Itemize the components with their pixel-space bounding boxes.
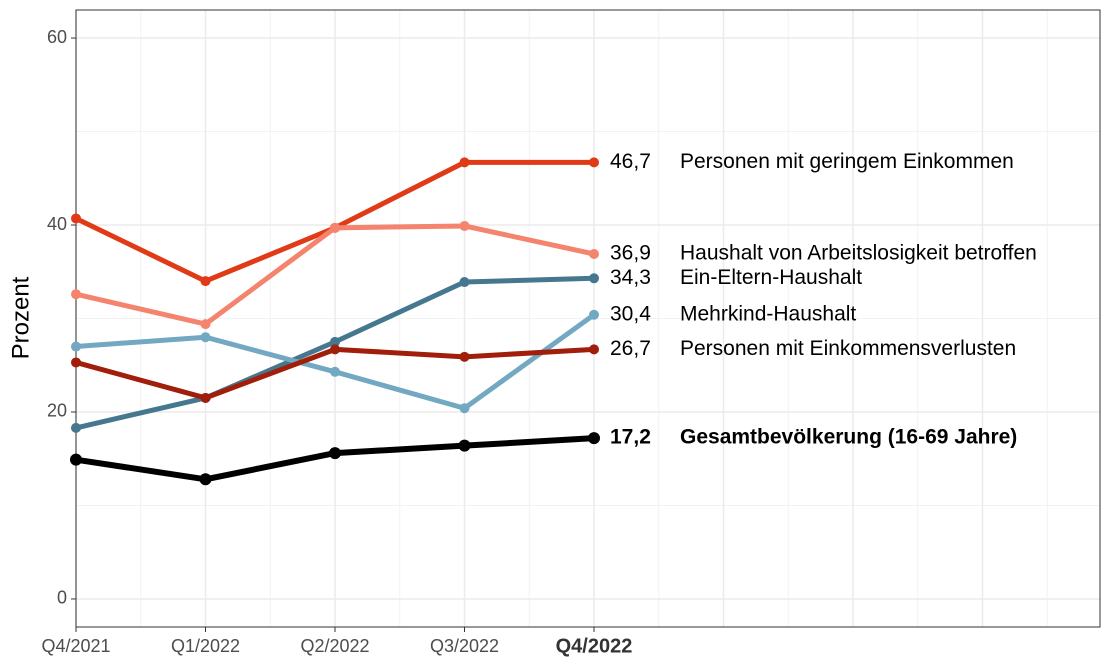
series-label: Mehrkind-Haushalt xyxy=(680,302,856,325)
data-point xyxy=(589,344,599,355)
data-point xyxy=(458,439,471,452)
data-point xyxy=(588,432,600,445)
data-point xyxy=(329,447,341,460)
data-point xyxy=(330,336,340,347)
value-label: 30,4 xyxy=(610,302,651,325)
data-point xyxy=(199,473,212,486)
plot-border xyxy=(75,9,1101,628)
data-point xyxy=(330,344,340,355)
data-point xyxy=(459,403,470,414)
y-tick-label: 40 xyxy=(47,214,67,234)
y-tick-label: 20 xyxy=(47,401,67,421)
data-point xyxy=(589,273,599,284)
data-point xyxy=(71,213,81,224)
data-point xyxy=(200,276,211,287)
x-tick-label: Q2/2022 xyxy=(300,636,369,656)
value-label: 36,9 xyxy=(610,242,651,265)
data-point xyxy=(71,289,81,300)
data-point xyxy=(589,248,599,259)
series-label: Gesamtbevölkerung (16-69 Jahre) xyxy=(680,426,1017,449)
data-point xyxy=(200,392,211,403)
x-tick-label: Q3/2022 xyxy=(430,636,499,656)
value-label: 26,7 xyxy=(610,337,651,360)
series-label: Personen mit geringem Einkommen xyxy=(680,150,1014,173)
data-point xyxy=(589,309,599,320)
y-tick-label: 0 xyxy=(57,588,67,608)
data-point xyxy=(330,366,340,377)
data-point xyxy=(200,319,211,330)
x-tick-label: Q4/2022 xyxy=(556,635,633,657)
value-label: 17,2 xyxy=(610,426,651,449)
data-point xyxy=(459,220,470,231)
data-point xyxy=(71,341,81,352)
series-label: Ein-Eltern-Haushalt xyxy=(680,266,862,289)
data-point xyxy=(71,422,81,433)
data-point xyxy=(459,157,470,168)
data-point xyxy=(70,453,82,466)
y-axis-label: Prozent xyxy=(7,276,34,359)
data-point xyxy=(330,222,340,233)
data-point xyxy=(589,157,599,168)
series-label: Haushalt von Arbeitslosigkeit betroffen xyxy=(680,242,1037,265)
data-point xyxy=(459,277,470,288)
value-label: 34,3 xyxy=(610,266,651,289)
x-tick-label: Q4/2021 xyxy=(41,636,110,656)
data-point xyxy=(71,357,81,368)
series-label: Personen mit Einkommensverlusten xyxy=(680,337,1016,360)
value-label: 46,7 xyxy=(610,150,651,173)
data-point xyxy=(200,332,211,343)
y-tick-label: 60 xyxy=(47,27,67,47)
data-point xyxy=(459,351,470,362)
x-tick-label: Q1/2022 xyxy=(171,636,240,656)
